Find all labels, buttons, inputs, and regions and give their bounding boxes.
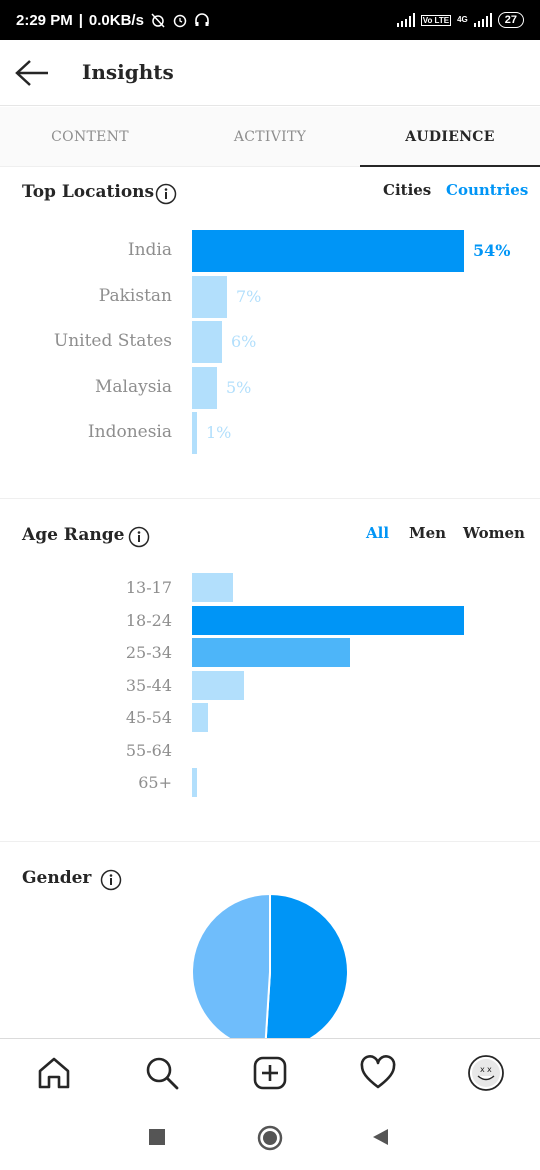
info-icon[interactable] [128,526,150,548]
age-bar [192,573,233,602]
insights-tabs: CONTENT ACTIVITY AUDIENCE [0,107,540,167]
top-locations-title: Top Locations [22,182,155,202]
location-bar [192,366,217,409]
back-arrow-icon[interactable] [14,58,50,88]
tab-activity[interactable]: ACTIVITY [233,128,307,145]
heart-icon[interactable] [358,1053,398,1093]
men-toggle[interactable]: Men [409,524,447,542]
tab-content[interactable]: CONTENT [51,128,129,145]
location-bar [192,275,227,318]
home-icon[interactable] [34,1053,74,1093]
alarm-off-icon [151,13,165,28]
app-header: Insights [0,40,540,106]
gender-pie-chart [191,895,349,1038]
location-bar [192,230,464,272]
signal-icon-2 [473,13,492,27]
home-circle-icon[interactable] [257,1125,283,1151]
recents-icon[interactable] [148,1128,166,1146]
status-bar: 2:29 PM | 0.0KB/s Vo LTE 4G 27 [0,0,540,40]
age-label: 18-24 [125,610,172,630]
all-toggle[interactable]: All [366,524,390,542]
info-icon[interactable] [155,183,177,205]
location-label: Pakistan [98,285,172,306]
gender-slice [264,895,349,1038]
svg-text:x: x [487,1065,492,1074]
back-triangle-icon[interactable] [370,1127,390,1147]
location-label: India [127,240,172,260]
location-label: Malaysia [94,376,172,397]
location-bar [192,321,222,363]
location-label: Indonesia [87,422,172,442]
age-label: 45-54 [125,708,172,727]
age-range-title: Age Range [22,525,125,545]
location-percent: 5% [226,377,252,397]
profile-avatar-icon[interactable]: x x [466,1053,506,1093]
location-label: United States [53,331,172,351]
network-type: 4G [457,15,468,24]
search-icon[interactable] [142,1053,182,1093]
location-percent: 7% [236,286,262,306]
women-toggle[interactable]: Women [463,524,525,542]
location-percent: 54% [473,241,511,260]
location-percent: 1% [206,423,232,442]
age-bar [192,638,350,667]
countries-toggle[interactable]: Countries [446,181,529,199]
cities-toggle[interactable]: Cities [383,181,432,199]
section-divider [0,841,540,842]
section-divider [0,498,540,499]
signal-icon [396,13,415,27]
network-speed: 0.0KB/s [88,11,144,29]
headphones-icon [195,13,209,26]
age-bar [192,703,208,732]
battery-indicator: 27 [497,12,524,28]
add-post-icon[interactable] [250,1053,290,1093]
age-label: 65+ [138,773,172,792]
age-bar [192,670,244,700]
location-percent: 6% [231,332,257,351]
age-label: 25-34 [125,643,172,662]
page-title: Insights [82,60,174,84]
age-label: 35-44 [125,675,172,695]
status-time: 2:29 PM [16,11,73,29]
gender-slice [191,895,271,1038]
info-icon[interactable] [100,869,122,891]
location-bar [192,412,197,454]
volte-badge: Vo LTE [420,14,452,26]
age-label: 13-17 [125,578,172,597]
svg-text:x: x [480,1065,485,1074]
bottom-nav: x x [0,1038,540,1106]
gender-title: Gender [22,868,92,888]
age-bar [192,768,197,797]
system-nav-bar [0,1106,540,1170]
tab-audience[interactable]: AUDIENCE [360,107,540,167]
alarm-icon [173,14,187,28]
age-label: 55-64 [125,740,172,760]
age-bar [192,605,464,635]
